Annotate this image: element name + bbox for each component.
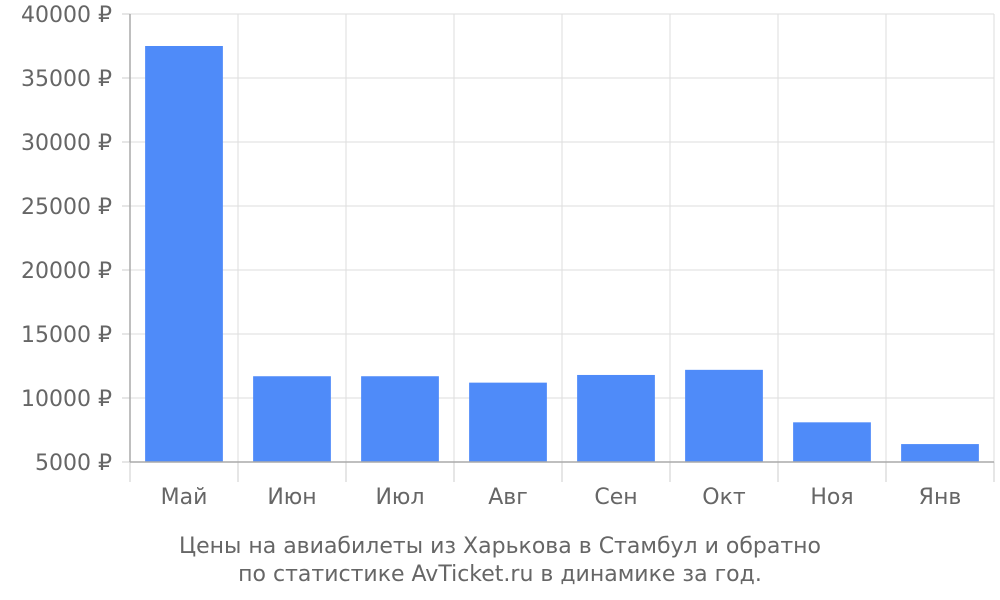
- caption-line-2: по статистике AvTicket.ru в динамике за …: [238, 562, 762, 587]
- y-tick-label: 10000 ₽: [21, 387, 112, 412]
- bar: [253, 376, 331, 462]
- grid: [130, 13, 995, 462]
- bar: [145, 46, 223, 462]
- bar: [361, 376, 439, 462]
- x-tick-label: Сен: [594, 485, 637, 510]
- x-tick-label: Янв: [919, 485, 962, 510]
- axes: [122, 13, 995, 482]
- y-tick-label: 30000 ₽: [21, 131, 112, 156]
- x-tick-label: Май: [161, 485, 208, 510]
- tick-labels: 5000 ₽ 10000 ₽ 15000 ₽ 20000 ₽ 25000 ₽ 30000 …: [21, 3, 961, 510]
- caption-line-1: Цены на авиабилеты из Харькова в Стамбул…: [178, 534, 822, 559]
- x-tick-label: Июл: [375, 485, 424, 510]
- x-tick-label: Авг: [488, 485, 528, 510]
- x-tick-label: Ноя: [810, 485, 853, 510]
- bars: [145, 46, 979, 462]
- bar: [685, 369, 763, 462]
- bar: [793, 422, 871, 462]
- y-tick-label: 40000 ₽: [21, 3, 112, 28]
- y-tick-label: 15000 ₽: [21, 323, 112, 348]
- bar: [901, 444, 979, 462]
- y-tick-label: 20000 ₽: [21, 259, 112, 284]
- y-tick-label: 5000 ₽: [35, 451, 112, 476]
- bar: [469, 382, 547, 462]
- price-bar-chart: 5000 ₽ 10000 ₽ 15000 ₽ 20000 ₽ 25000 ₽ 30000 …: [21, 3, 995, 510]
- y-tick-label: 35000 ₽: [21, 67, 112, 92]
- bar: [577, 374, 655, 462]
- y-tick-label: 25000 ₽: [21, 195, 112, 220]
- x-tick-label: Июн: [267, 485, 316, 510]
- x-tick-label: Окт: [702, 485, 746, 510]
